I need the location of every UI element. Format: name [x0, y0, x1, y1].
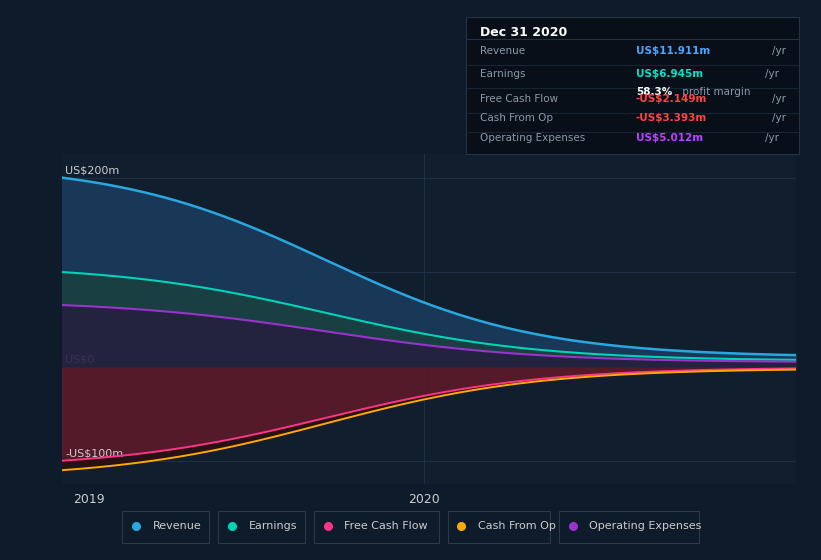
- Text: /yr: /yr: [773, 94, 787, 104]
- Text: /yr: /yr: [765, 69, 779, 80]
- Text: /yr: /yr: [773, 113, 787, 123]
- Text: Operating Expenses: Operating Expenses: [479, 133, 585, 143]
- Text: /yr: /yr: [773, 46, 787, 56]
- Text: Cash From Op: Cash From Op: [478, 521, 556, 531]
- Text: US$5.012m: US$5.012m: [636, 133, 703, 143]
- FancyBboxPatch shape: [559, 511, 699, 543]
- Text: US$0: US$0: [65, 354, 94, 365]
- Text: 58.3%: 58.3%: [636, 87, 672, 96]
- Text: profit margin: profit margin: [679, 87, 750, 96]
- Text: /yr: /yr: [765, 133, 779, 143]
- Text: US$11.911m: US$11.911m: [636, 46, 710, 56]
- Text: Earnings: Earnings: [249, 521, 297, 531]
- FancyBboxPatch shape: [448, 511, 550, 543]
- Text: -US$100m: -US$100m: [65, 449, 123, 459]
- Text: Revenue: Revenue: [153, 521, 201, 531]
- Text: Cash From Op: Cash From Op: [479, 113, 553, 123]
- FancyBboxPatch shape: [218, 511, 305, 543]
- Text: Operating Expenses: Operating Expenses: [589, 521, 701, 531]
- Text: -US$3.393m: -US$3.393m: [636, 113, 707, 123]
- Text: US$200m: US$200m: [65, 166, 119, 176]
- Text: -US$2.149m: -US$2.149m: [636, 94, 707, 104]
- FancyBboxPatch shape: [466, 17, 799, 154]
- FancyBboxPatch shape: [314, 511, 439, 543]
- Text: Earnings: Earnings: [479, 69, 525, 80]
- Text: Free Cash Flow: Free Cash Flow: [345, 521, 428, 531]
- Text: Dec 31 2020: Dec 31 2020: [479, 26, 566, 39]
- Text: Free Cash Flow: Free Cash Flow: [479, 94, 557, 104]
- FancyBboxPatch shape: [122, 511, 209, 543]
- Text: US$6.945m: US$6.945m: [636, 69, 703, 80]
- Text: Revenue: Revenue: [479, 46, 525, 56]
